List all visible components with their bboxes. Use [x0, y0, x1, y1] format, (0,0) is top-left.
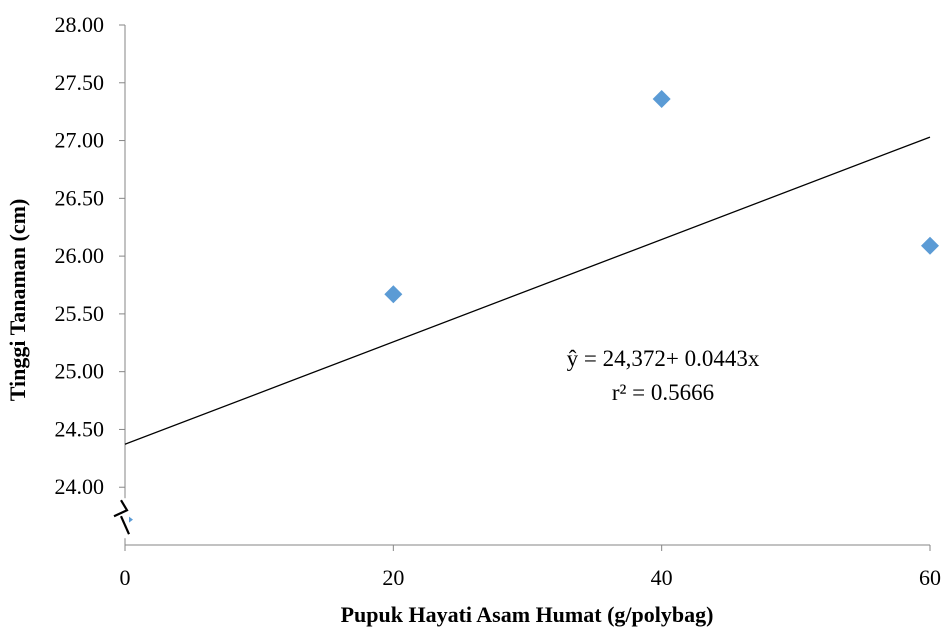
axis-break-gap — [120, 498, 130, 539]
data-point — [652, 89, 671, 108]
x-axis-title: Pupuk Hayati Asam Humat (g/polybag) — [341, 602, 714, 627]
y-axis-title: Tinggi Tanaman (cm) — [5, 199, 30, 402]
axis-break-marker — [113, 498, 131, 539]
y-tick-label: 24.00 — [55, 474, 105, 499]
x-tick-label: 20 — [382, 565, 404, 590]
r-squared-label: r² = 0.5666 — [612, 380, 714, 405]
axis-break-stroke — [113, 499, 129, 518]
data-point — [921, 236, 939, 255]
regression-equation: ŷ = 24,372+ 0.0443x — [567, 346, 760, 371]
x-tick-label: 0 — [120, 565, 131, 590]
y-tick-label: 24.50 — [55, 416, 105, 441]
trendline — [124, 136, 931, 445]
x-tick-label: 40 — [651, 565, 673, 590]
x-axis-ticks: 0 20 40 60 — [120, 545, 941, 590]
y-axis-ticks: 24.00 24.50 25.00 25.50 26.00 26.50 27.00 27.50… — [55, 12, 125, 499]
data-point — [129, 516, 133, 523]
y-tick-label: 25.00 — [55, 359, 105, 384]
y-tick-label: 26.00 — [55, 243, 105, 268]
data-points — [129, 89, 939, 523]
x-tick-label: 60 — [919, 565, 941, 590]
y-tick-label: 26.50 — [55, 185, 105, 210]
y-tick-label: 25.50 — [55, 301, 105, 326]
y-tick-label: 28.00 — [55, 12, 105, 37]
y-tick-label: 27.00 — [55, 128, 105, 153]
data-point — [384, 285, 403, 304]
y-tick-label: 27.50 — [55, 70, 105, 95]
axis-break-stroke — [119, 515, 131, 535]
